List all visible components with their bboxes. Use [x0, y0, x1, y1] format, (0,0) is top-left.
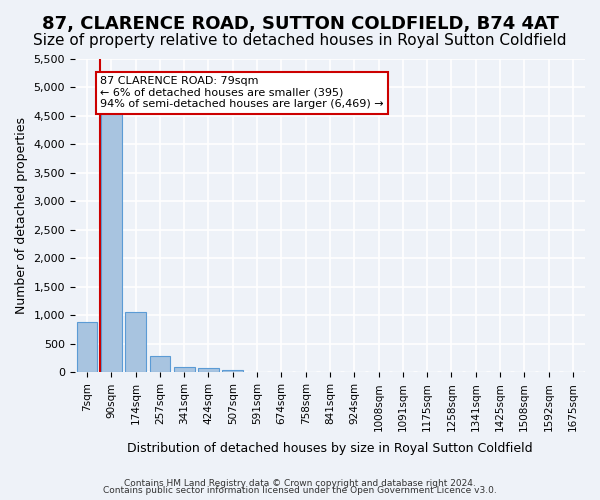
Bar [174, 368, 194, 372]
Bar [125, 312, 146, 372]
Bar [77, 322, 97, 372]
Text: 87, CLARENCE ROAD, SUTTON COLDFIELD, B74 4AT: 87, CLARENCE ROAD, SUTTON COLDFIELD, B74… [41, 15, 559, 33]
Text: Size of property relative to detached houses in Royal Sutton Coldfield: Size of property relative to detached ho… [33, 32, 567, 48]
Bar [223, 370, 243, 372]
Bar [149, 356, 170, 372]
X-axis label: Distribution of detached houses by size in Royal Sutton Coldfield: Distribution of detached houses by size … [127, 442, 533, 455]
Bar [101, 112, 122, 372]
Text: Contains public sector information licensed under the Open Government Licence v3: Contains public sector information licen… [103, 486, 497, 495]
Bar [198, 368, 219, 372]
Y-axis label: Number of detached properties: Number of detached properties [15, 117, 28, 314]
Text: 87 CLARENCE ROAD: 79sqm
← 6% of detached houses are smaller (395)
94% of semi-de: 87 CLARENCE ROAD: 79sqm ← 6% of detached… [100, 76, 384, 110]
Text: Contains HM Land Registry data © Crown copyright and database right 2024.: Contains HM Land Registry data © Crown c… [124, 478, 476, 488]
